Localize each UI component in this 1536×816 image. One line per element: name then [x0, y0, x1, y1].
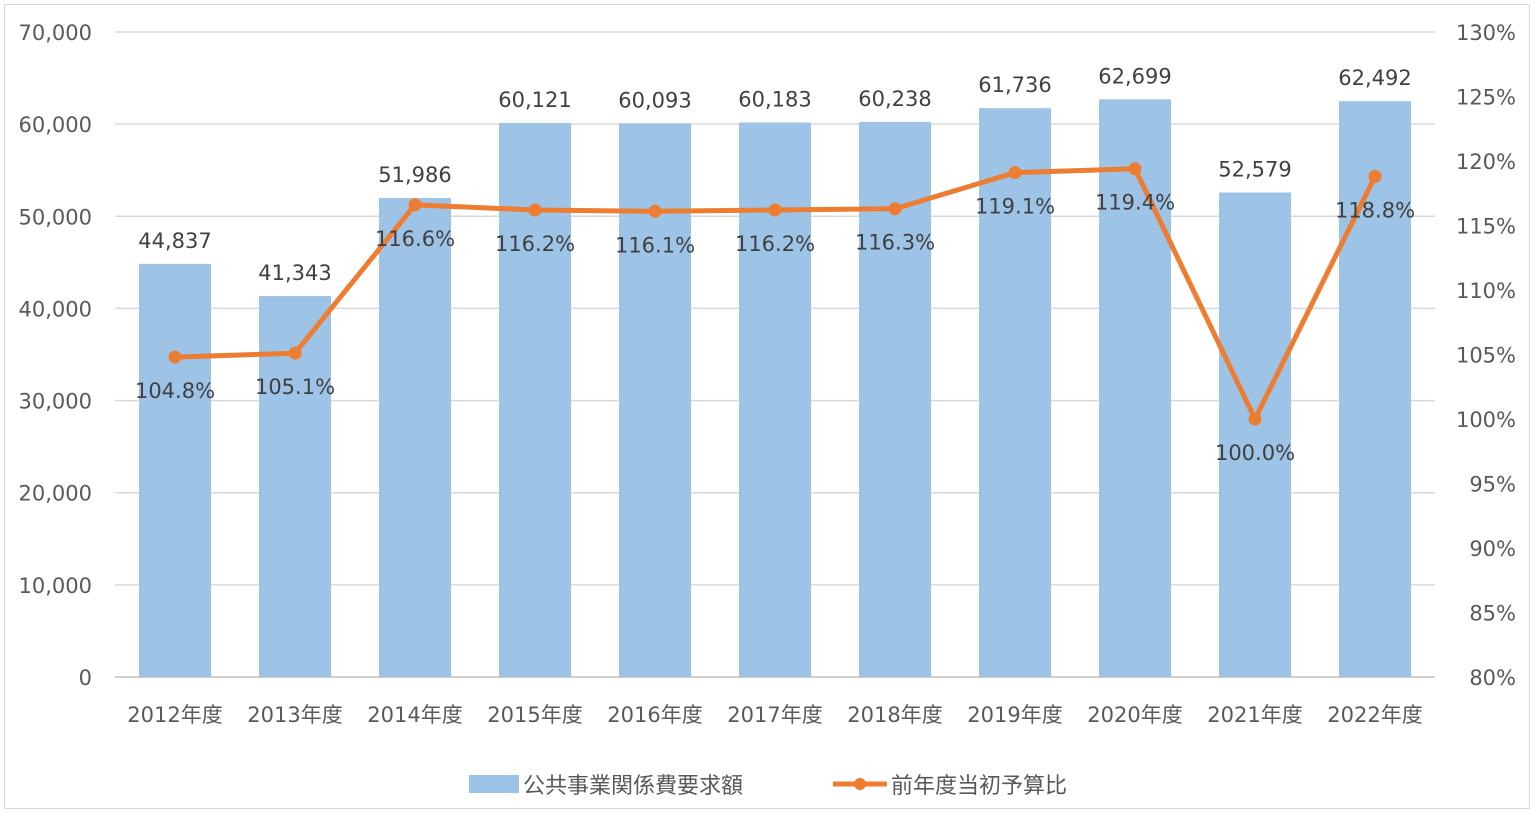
y-right-tick: 130% — [1456, 21, 1516, 45]
y-left-tick: 70,000 — [19, 21, 92, 45]
line-marker — [768, 203, 782, 217]
bar-value-label: 60,093 — [618, 88, 691, 112]
gridlines — [115, 31, 1435, 678]
y-right-tick: 125% — [1456, 86, 1516, 110]
x-tick-label: 2016年度 — [607, 703, 702, 727]
y-right-tick: 80% — [1469, 666, 1516, 690]
x-tick-label: 2013年度 — [247, 703, 342, 727]
line-marker — [168, 350, 182, 364]
combo-chart: 44,837 41,343 51,986 60,121 60,093 60,183 60,2… — [19, 21, 1516, 727]
y-right-tick: 120% — [1456, 150, 1516, 174]
bar-value-label: 44,837 — [138, 229, 211, 253]
legend-item-bar: 公共事業関係費要求額 — [468, 768, 743, 800]
line-value-label: 104.8% — [135, 379, 215, 403]
y-right-tick: 115% — [1456, 215, 1516, 239]
y-left-tick: 10,000 — [19, 574, 92, 598]
line-marker-swatch-icon — [833, 778, 887, 790]
bar-swatch-icon — [468, 775, 519, 793]
line-series — [168, 162, 1382, 426]
line-value-label: 119.4% — [1095, 191, 1175, 215]
x-tick-label: 2019年度 — [967, 703, 1062, 727]
y-left-tick: 30,000 — [19, 390, 92, 414]
line-value-label: 116.1% — [615, 233, 695, 257]
legend-bar-label: 公共事業関係費要求額 — [522, 774, 743, 799]
chart-frame — [4, 4, 1530, 809]
line-marker — [1368, 169, 1382, 183]
y-right-tick: 95% — [1469, 473, 1516, 497]
bar-value-label: 60,183 — [738, 87, 811, 111]
y-left-tick: 60,000 — [19, 113, 92, 137]
bar-value-label: 61,736 — [978, 73, 1051, 97]
line-value-label: 116.2% — [495, 232, 575, 256]
x-tick-label: 2017年度 — [727, 703, 822, 727]
line-value-label: 100.0% — [1215, 441, 1295, 465]
y-right-tick: 90% — [1469, 537, 1516, 561]
line-value-label: 116.2% — [735, 232, 815, 256]
bar — [379, 197, 451, 677]
data-labels: 44,837 41,343 51,986 60,121 60,093 60,183 60,2… — [135, 64, 1415, 465]
legend: 公共事業関係費要求額 前年度当初予算比 — [0, 768, 1536, 800]
y-right-tick: 100% — [1456, 408, 1516, 432]
line-marker — [288, 346, 302, 360]
y-right-tick: 85% — [1469, 602, 1516, 626]
y-left-tick: 20,000 — [19, 482, 92, 506]
bar-value-label: 60,238 — [858, 87, 931, 111]
y-left-tick: 50,000 — [19, 205, 92, 229]
bar-series — [139, 99, 1411, 678]
y-right-tick: 110% — [1456, 279, 1516, 303]
line-marker — [1128, 162, 1142, 176]
y-right-tick: 105% — [1456, 344, 1516, 368]
legend-item-line: 前年度当初予算比 — [833, 768, 1067, 800]
x-tick-label: 2022年度 — [1327, 703, 1422, 727]
line-marker — [408, 198, 422, 212]
line-marker — [1008, 166, 1022, 180]
line-marker — [1248, 412, 1262, 426]
line-marker — [648, 204, 662, 218]
x-tick-label: 2021年度 — [1207, 703, 1302, 727]
bar-value-label: 52,579 — [1218, 158, 1291, 182]
line-marker — [888, 202, 902, 216]
line-value-label: 116.6% — [375, 227, 455, 251]
bar — [979, 108, 1051, 678]
line-marker — [528, 203, 542, 217]
bar-value-label: 60,121 — [498, 88, 571, 112]
y-left-tick: 0 — [79, 666, 92, 690]
bar-value-label: 51,986 — [378, 163, 451, 187]
line-value-label: 116.3% — [855, 231, 935, 255]
line-value-label: 118.8% — [1335, 198, 1415, 222]
bar-value-label: 62,699 — [1098, 64, 1171, 88]
x-tick-label: 2014年度 — [367, 703, 462, 727]
x-tick-label: 2018年度 — [847, 703, 942, 727]
line-value-label: 119.1% — [975, 195, 1055, 219]
x-tick-label: 2015年度 — [487, 703, 582, 727]
bar-value-label: 41,343 — [258, 261, 331, 285]
axis-labels: 0 10,000 20,000 30,000 40,000 50,000 60,000 70,… — [19, 21, 1516, 727]
y-left-tick: 40,000 — [19, 297, 92, 321]
bar-value-label: 62,492 — [1338, 66, 1411, 90]
legend-line-label: 前年度当初予算比 — [891, 774, 1068, 799]
x-tick-label: 2020年度 — [1087, 703, 1182, 727]
line-value-label: 105.1% — [255, 375, 335, 399]
bar — [1339, 101, 1411, 678]
bar — [1099, 99, 1171, 677]
bar — [1219, 192, 1291, 677]
x-tick-label: 2012年度 — [127, 703, 222, 727]
bar — [139, 263, 211, 677]
